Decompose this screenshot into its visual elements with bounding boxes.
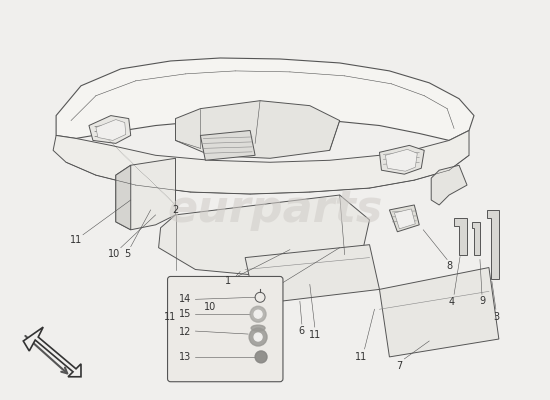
Polygon shape (96, 120, 126, 140)
Polygon shape (379, 145, 424, 174)
Text: 9: 9 (479, 296, 485, 306)
Polygon shape (431, 165, 467, 205)
Text: 7: 7 (396, 361, 403, 371)
Polygon shape (116, 158, 175, 230)
Polygon shape (245, 245, 380, 304)
Polygon shape (200, 130, 255, 160)
Polygon shape (454, 218, 467, 255)
Polygon shape (158, 195, 370, 278)
Circle shape (255, 351, 267, 363)
Text: 8: 8 (446, 260, 452, 270)
Text: 2: 2 (172, 205, 179, 215)
Polygon shape (56, 58, 474, 140)
Polygon shape (394, 209, 415, 229)
Circle shape (254, 333, 262, 341)
Text: 5: 5 (125, 249, 131, 259)
Polygon shape (389, 205, 419, 232)
Text: 12: 12 (179, 327, 191, 337)
FancyBboxPatch shape (168, 276, 283, 382)
Text: 11: 11 (309, 330, 321, 340)
Polygon shape (472, 222, 480, 255)
Polygon shape (116, 165, 131, 230)
Polygon shape (386, 149, 417, 171)
Polygon shape (379, 268, 499, 357)
Circle shape (254, 310, 262, 318)
Text: 15: 15 (179, 309, 191, 319)
Ellipse shape (251, 325, 265, 331)
Text: 4: 4 (449, 297, 455, 307)
Text: 14: 14 (179, 294, 191, 304)
Text: eurparts: eurparts (167, 188, 383, 232)
Circle shape (250, 306, 266, 322)
Text: 1: 1 (225, 276, 232, 286)
Text: 10: 10 (204, 302, 217, 312)
Circle shape (249, 328, 267, 346)
Text: 11: 11 (164, 312, 177, 322)
Polygon shape (89, 116, 131, 143)
Text: 10: 10 (108, 249, 120, 259)
Text: 13: 13 (179, 352, 191, 362)
Text: 6: 6 (299, 326, 305, 336)
Polygon shape (175, 101, 340, 158)
Polygon shape (53, 130, 469, 194)
Text: 11: 11 (70, 235, 82, 245)
Polygon shape (23, 327, 81, 377)
Text: 11: 11 (355, 352, 368, 362)
Polygon shape (487, 210, 499, 280)
Text: 3: 3 (493, 312, 499, 322)
